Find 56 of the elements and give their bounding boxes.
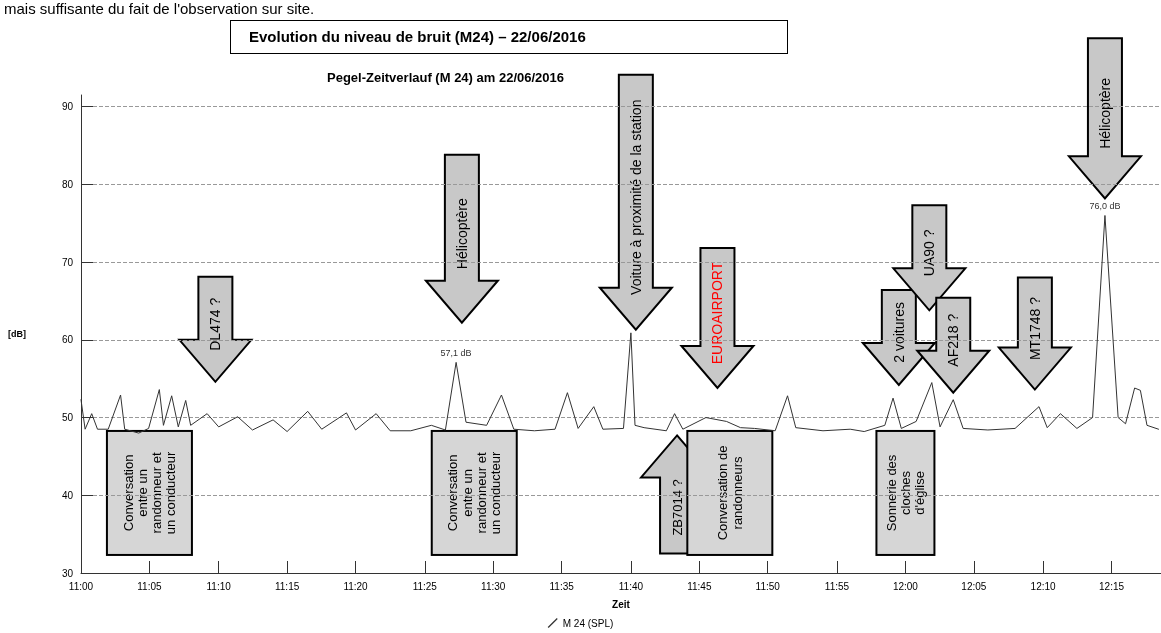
y-tick-label: 50 <box>61 412 74 424</box>
text: mais suffisante du fait de l'observation sur site. <box>4 0 315 17</box>
annotation: DL474 ? <box>207 297 224 351</box>
x-tick-label: 11:50 <box>755 580 781 592</box>
chart-title: Pegel-Zeitverlauf (M 24) am 22/06/2016 <box>327 70 565 85</box>
annotation: Hélicoptère <box>453 198 470 270</box>
x-tick-label: 11:05 <box>137 580 162 592</box>
x-tick-label: 11:55 <box>824 580 850 592</box>
callout-box: Conversation entre un randonneur et un conducteur <box>430 429 518 556</box>
chart-subtitle: Evolution du niveau de bruit (M24) – 22/06/2016 <box>230 20 788 54</box>
x-tick-label: 12:05 <box>961 580 987 592</box>
callout-box: Conversation de randonneurs <box>686 429 774 556</box>
down-arrow: EUROAIRPORT <box>679 247 756 390</box>
down-arrow: Voiture à proximité de la station <box>597 73 674 332</box>
annotation: Voiture à proximité de la station <box>627 99 644 295</box>
y-axis-title: [dB] <box>8 329 26 339</box>
annotation: AF218 ? <box>945 313 962 367</box>
annotation: Conversation entre un randonneur et un conducteur <box>445 451 504 535</box>
annotation: Conversation de randonneurs <box>715 445 745 541</box>
y-tick-label: 80 <box>61 178 74 190</box>
x-tick-label: 11:00 <box>68 580 94 592</box>
callout-box: Sonnerie des cloches d'église <box>875 429 936 556</box>
legend-label: M 24 (SPL) <box>562 617 614 629</box>
down-arrow: DL474 ? <box>177 275 254 384</box>
y-tick-label: 90 <box>61 101 74 113</box>
y-tick-label: 60 <box>61 334 74 346</box>
x-tick-label: 12:15 <box>1099 580 1125 592</box>
x-tick-label: 11:20 <box>343 580 369 592</box>
y-tick-label: 40 <box>61 489 74 501</box>
annotation: Sonnerie des cloches d'église <box>883 454 928 532</box>
x-tick-label: 12:10 <box>1030 580 1057 592</box>
x-tick-label: 11:40 <box>618 580 644 592</box>
x-axis-title: Zeit <box>612 598 631 610</box>
x-tick-label: 11:25 <box>412 580 438 592</box>
down-arrow: Hélicoptère <box>1066 37 1144 200</box>
annotation: 2 voitures <box>890 302 907 363</box>
down-arrow: AF218 ? <box>915 296 992 395</box>
annotation: Conversation entre un randonneur et un conducteur <box>120 451 179 535</box>
x-tick-label: 11:15 <box>274 580 300 592</box>
annotation: Hélicoptère <box>1096 77 1113 149</box>
annotation: UA90 ? <box>921 229 938 277</box>
x-tick-label: 11:10 <box>206 580 232 592</box>
y-tick-label: 70 <box>61 256 74 268</box>
x-tick-label: 12:00 <box>892 580 919 592</box>
y-tick-label: 30 <box>61 567 74 579</box>
down-arrow: Hélicoptère <box>423 153 501 325</box>
x-tick-label: 11:30 <box>481 580 506 592</box>
annotation: ZB7014 ? <box>669 479 685 536</box>
x-tick-label: 11:45 <box>687 580 712 592</box>
callout-box: Conversation entre un randonneur et un conducteur <box>105 429 193 556</box>
annotation: MT1748 ? <box>1026 296 1043 361</box>
data-label: 57,1 dB <box>440 347 472 358</box>
annotation: EUROAIRPORT <box>709 261 726 365</box>
down-arrow: MT1748 ? <box>996 276 1074 392</box>
x-tick-label: 11:35 <box>549 580 575 592</box>
data-label: 76,0 dB <box>1089 200 1121 211</box>
